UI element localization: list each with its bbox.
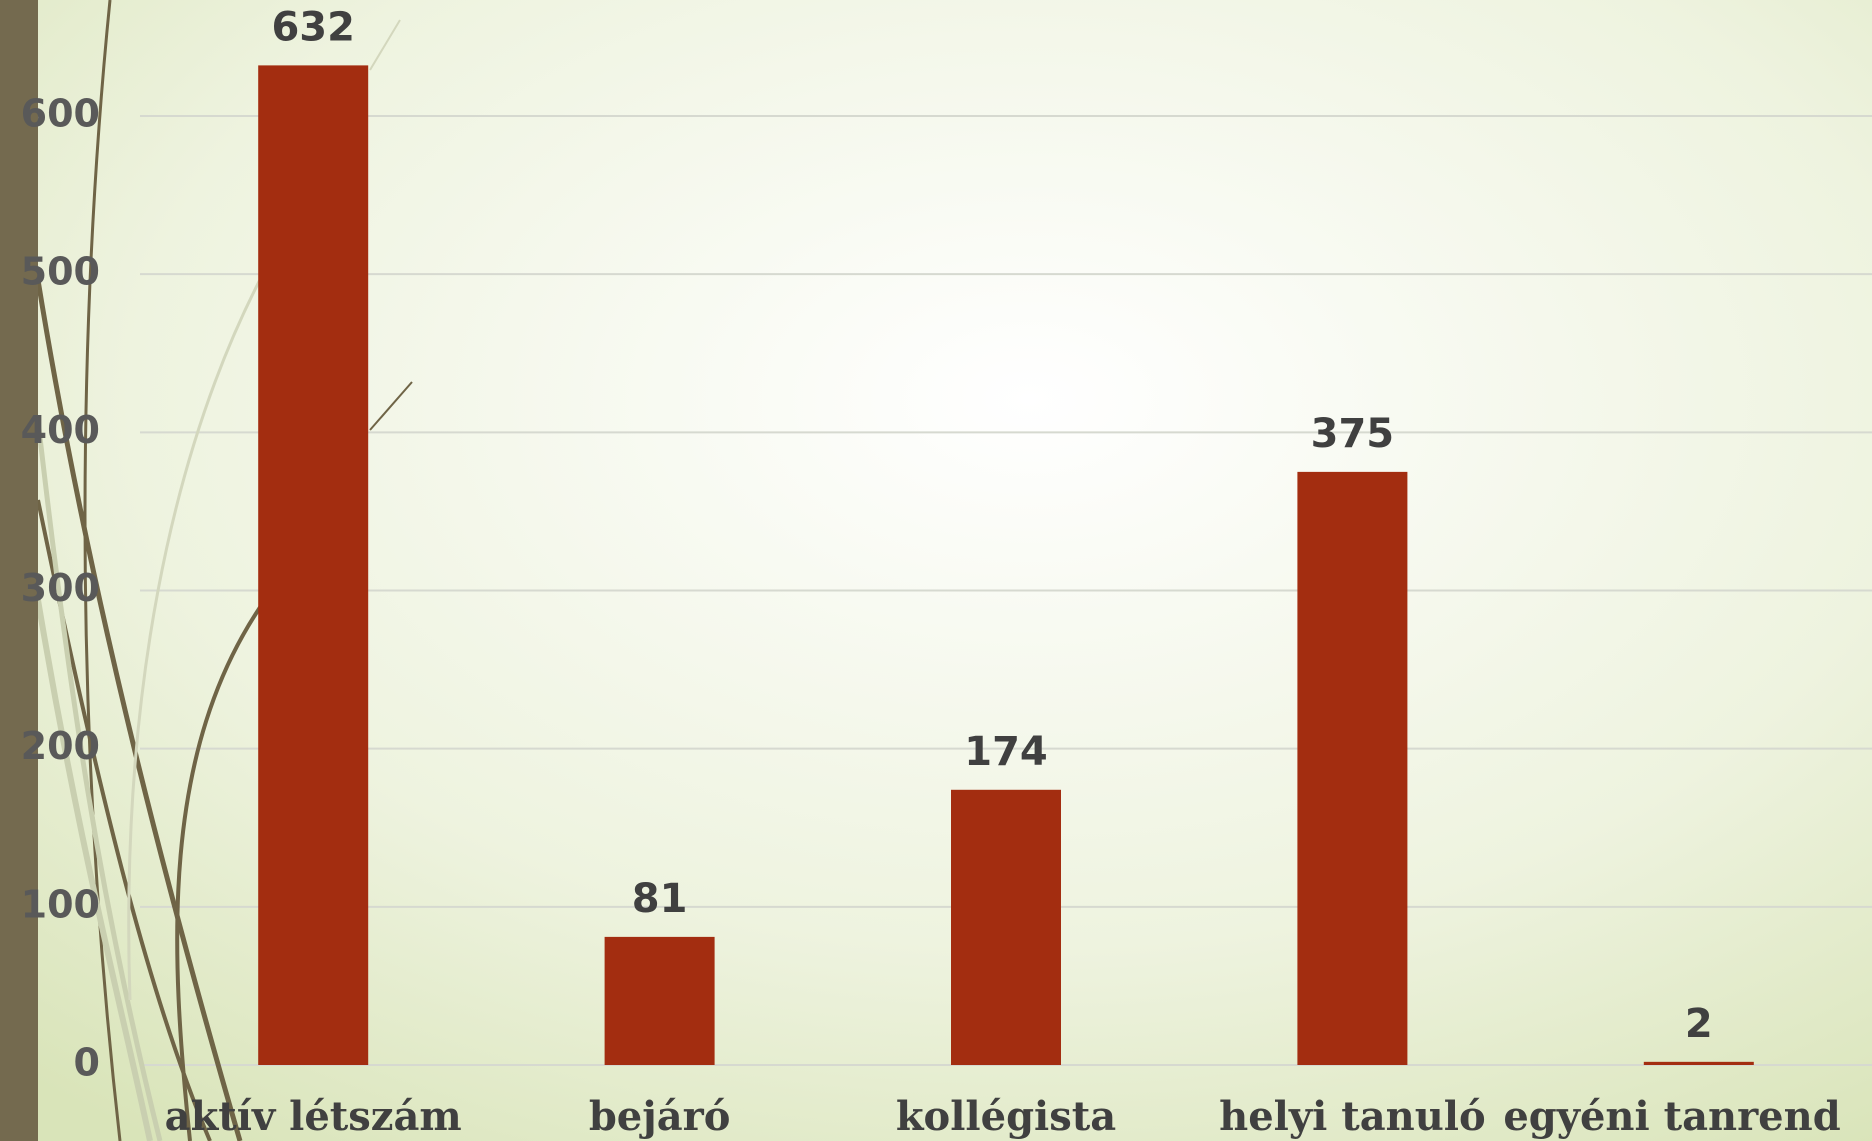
value-label: 375: [1311, 411, 1395, 457]
y-tick-label: 200: [21, 724, 100, 768]
value-label: 174: [964, 729, 1048, 775]
chart: 0 100 200 300 400 500 600 632 aktív létszám 81 bej…: [0, 0, 1872, 1141]
bar: [258, 65, 368, 1065]
x-tick-label: helyi tanuló: [1219, 1093, 1486, 1140]
value-label: 2: [1685, 1001, 1713, 1047]
x-tick-label: kollégista: [896, 1093, 1116, 1140]
bar: [605, 937, 715, 1065]
page: 0 100 200 300 400 500 600 632 aktív létszám 81 bej…: [0, 0, 1872, 1141]
value-label: 81: [632, 876, 688, 922]
y-tick-label: 0: [74, 1041, 100, 1085]
y-tick-label: 400: [21, 408, 100, 452]
bar: [1297, 472, 1407, 1065]
y-tick-label: 600: [21, 92, 100, 136]
x-tick-label: bejáró: [589, 1093, 731, 1140]
y-tick-label: 100: [21, 882, 100, 926]
bar: [951, 790, 1061, 1065]
bar: [1644, 1062, 1754, 1065]
x-tick-label: aktív létszám: [165, 1093, 462, 1140]
y-tick-label: 500: [21, 250, 100, 294]
value-label: 632: [271, 4, 355, 50]
x-tick-label: egyéni tanrend: [1503, 1093, 1840, 1140]
y-tick-label: 300: [21, 566, 100, 610]
